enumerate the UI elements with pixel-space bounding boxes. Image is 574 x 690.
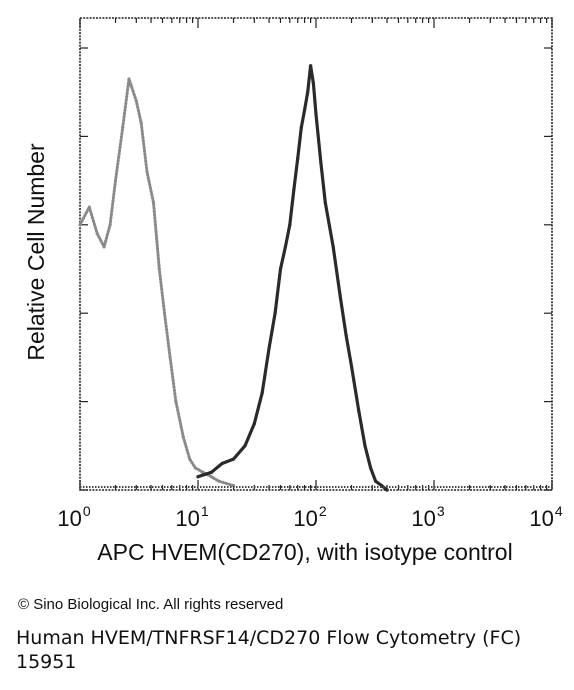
series-layer bbox=[78, 64, 552, 492]
data-point bbox=[296, 156, 300, 161]
data-point bbox=[121, 125, 125, 130]
data-point bbox=[193, 466, 197, 470]
x-tick-label: 100 bbox=[57, 503, 90, 531]
data-point bbox=[292, 187, 296, 192]
data-point bbox=[201, 470, 205, 474]
x-tick-label: 103 bbox=[411, 503, 444, 531]
data-point bbox=[323, 201, 327, 205]
data-point bbox=[331, 245, 335, 249]
data-point bbox=[220, 461, 224, 466]
data-point bbox=[209, 475, 214, 479]
data-point bbox=[306, 90, 310, 94]
data-point bbox=[217, 479, 221, 483]
data-point bbox=[344, 333, 348, 337]
data-point bbox=[252, 422, 256, 426]
data-point bbox=[374, 479, 378, 483]
series-line-isotype-control bbox=[78, 77, 235, 488]
data-point bbox=[134, 99, 138, 103]
data-point bbox=[162, 311, 167, 315]
data-point bbox=[338, 293, 342, 298]
data-point bbox=[174, 400, 178, 404]
data-point bbox=[113, 179, 118, 183]
data-point bbox=[267, 346, 271, 351]
data-point bbox=[188, 457, 192, 461]
data-point bbox=[231, 457, 236, 461]
x-axis-ticks bbox=[79, 18, 553, 490]
x-axis-tick-labels: 100 101 102 103 104 bbox=[57, 503, 562, 531]
data-point bbox=[102, 245, 106, 249]
series-line-hvem bbox=[196, 64, 389, 492]
flow-cytometry-histogram: 100 101 102 103 104 APC HVEM(CD270), with is… bbox=[23, 17, 563, 565]
plot-border bbox=[79, 17, 553, 491]
data-point bbox=[108, 223, 112, 227]
data-point bbox=[95, 232, 99, 236]
data-point bbox=[302, 108, 307, 112]
data-point bbox=[243, 444, 247, 448]
x-tick-label: 104 bbox=[529, 503, 562, 531]
figure-caption: Human HVEM/TNFRSF14/CD270 Flow Cytometry… bbox=[16, 627, 522, 673]
data-point bbox=[357, 408, 361, 413]
data-point bbox=[87, 205, 91, 209]
data-point bbox=[278, 267, 283, 271]
x-tick-label: 102 bbox=[293, 503, 326, 531]
data-point bbox=[209, 470, 214, 474]
data-point bbox=[288, 223, 292, 227]
data-point bbox=[319, 161, 323, 165]
data-point bbox=[311, 81, 315, 85]
y-axis-label: Relative Cell Number bbox=[23, 143, 49, 361]
data-point bbox=[151, 201, 156, 205]
x-axis-label: APC HVEM(CD270), with isotype control bbox=[97, 539, 512, 565]
data-point bbox=[299, 125, 303, 130]
data-point bbox=[349, 364, 354, 368]
data-point bbox=[127, 77, 131, 81]
data-point bbox=[309, 64, 313, 68]
data-point bbox=[260, 391, 264, 395]
data-point bbox=[168, 355, 172, 359]
data-point bbox=[283, 245, 287, 249]
y-axis-ticks bbox=[80, 47, 552, 491]
copyright-notice: © Sino Biological Inc. All rights reserv… bbox=[18, 596, 284, 613]
data-point bbox=[368, 466, 373, 470]
data-point bbox=[363, 444, 367, 448]
data-point bbox=[385, 488, 389, 492]
data-point bbox=[196, 475, 200, 479]
data-point bbox=[139, 121, 143, 125]
data-point bbox=[145, 170, 149, 174]
data-point bbox=[181, 435, 185, 439]
data-point bbox=[273, 311, 277, 315]
data-point bbox=[314, 112, 318, 116]
data-point bbox=[78, 223, 82, 227]
x-tick-label: 101 bbox=[175, 503, 208, 531]
plot-frame bbox=[79, 17, 553, 491]
data-point bbox=[157, 267, 161, 271]
